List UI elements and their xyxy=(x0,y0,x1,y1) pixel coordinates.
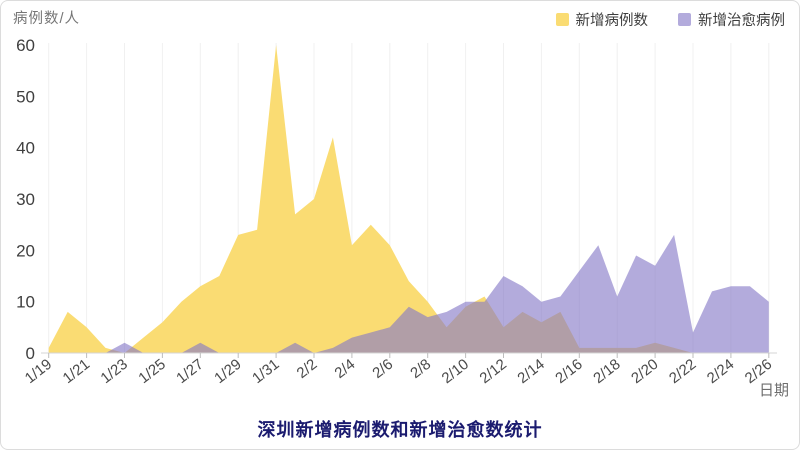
y-tick-label: 60 xyxy=(16,36,35,55)
x-tick-label: 1/29 xyxy=(211,356,244,387)
legend-label-new-cured: 新增治愈病例 xyxy=(698,13,785,29)
x-tick-label: 2/2 xyxy=(294,356,321,382)
x-tick-label: 2/10 xyxy=(439,356,472,387)
x-tick-label: 2/12 xyxy=(476,356,509,387)
y-tick-label: 50 xyxy=(16,87,35,106)
chart-title: 深圳新增病例数和新增治愈数统计 xyxy=(257,420,543,440)
legend: 新增病例数 新增治愈病例 xyxy=(555,9,785,30)
x-tick-label: 2/14 xyxy=(514,356,547,387)
y-tick-label: 40 xyxy=(16,139,35,158)
y-axis-title: 病例数/人 xyxy=(13,11,81,27)
x-tick-label: 1/21 xyxy=(60,356,93,387)
legend-label-new-cases: 新增病例数 xyxy=(575,13,649,29)
x-tick-label: 2/6 xyxy=(369,356,396,382)
x-tick-label: 2/18 xyxy=(590,356,623,387)
x-tick-label: 2/8 xyxy=(407,356,434,382)
legend-swatch-new-cases-icon xyxy=(555,13,569,26)
new-cases-area xyxy=(48,45,769,353)
x-tick-label: 1/27 xyxy=(173,356,206,387)
x-tick-label: 1/23 xyxy=(97,356,130,387)
x-axis-title: 日期 xyxy=(758,382,789,399)
x-tick-label: 1/25 xyxy=(135,356,168,387)
x-tick-label: 2/24 xyxy=(704,356,737,387)
y-tick-label: 0 xyxy=(26,344,35,363)
x-tick-label: 2/16 xyxy=(552,356,585,387)
y-tick-label: 30 xyxy=(16,190,35,209)
y-tick-label: 10 xyxy=(16,293,35,312)
new-cured-area xyxy=(48,234,769,353)
y-tick-label: 20 xyxy=(16,241,35,260)
x-tick-label: 2/4 xyxy=(331,356,358,382)
x-tick-label: 2/20 xyxy=(628,356,661,387)
legend-item-new-cured: 新增治愈病例 xyxy=(678,9,785,30)
x-tick-label: 2/22 xyxy=(666,356,699,387)
legend-swatch-new-cured-icon xyxy=(678,13,691,26)
x-tick-label: 1/31 xyxy=(249,356,282,387)
legend-item-new-cases: 新增病例数 xyxy=(555,9,649,30)
